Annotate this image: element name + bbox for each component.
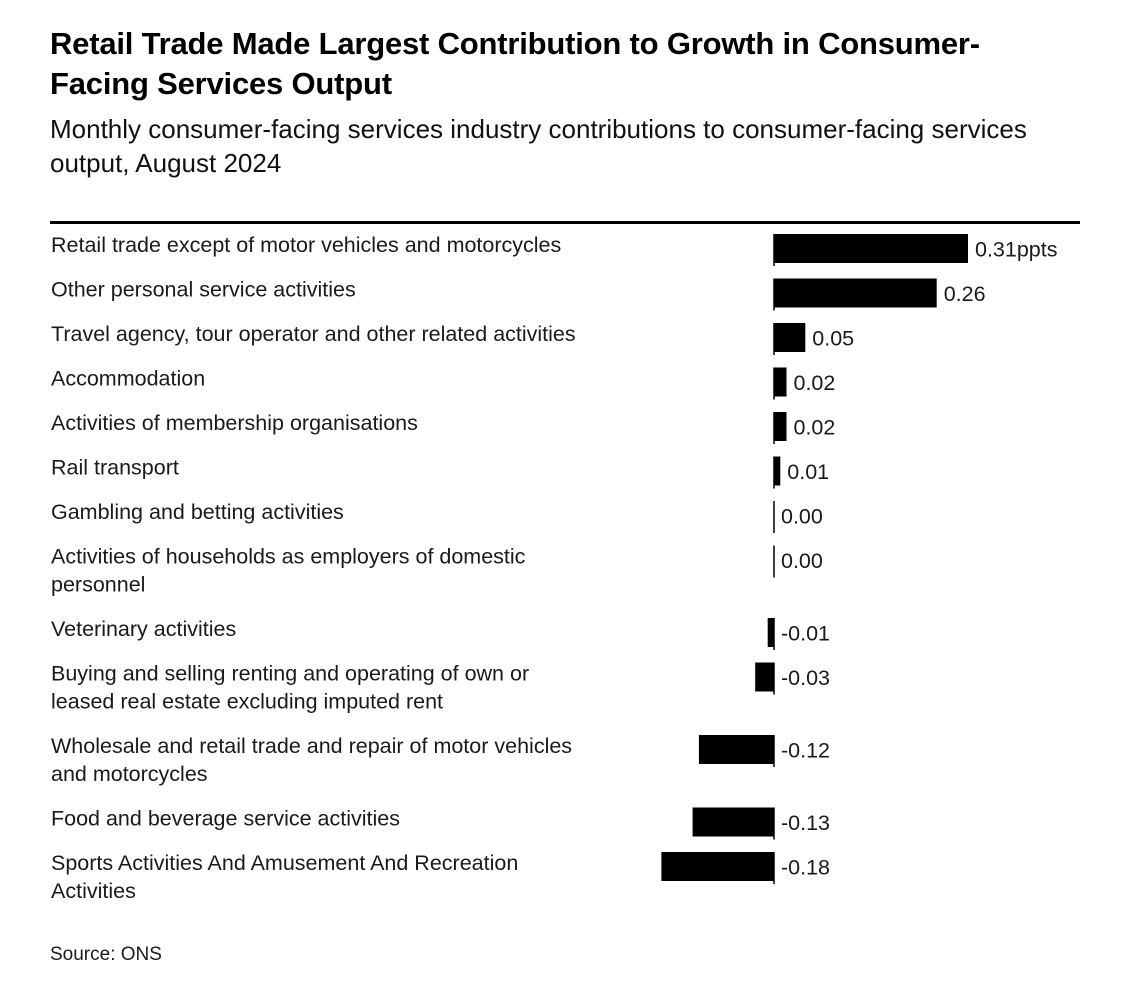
category-label: Buying and selling renting and operating… [51, 662, 529, 714]
category-label-line: personnel [51, 573, 145, 597]
category-label: Gambling and betting activities [51, 500, 344, 524]
value-label: 0.26 [944, 282, 986, 306]
bar [774, 456, 781, 486]
category-label-line: Sports Activities And Amusement And Recr… [51, 851, 518, 875]
category-label: Veterinary activities [51, 617, 236, 641]
category-label: Other personal service activities [51, 278, 356, 302]
category-label-line: Food and beverage service activities [51, 807, 400, 831]
chart-subtitle: Monthly consumer-facing services industr… [50, 114, 1027, 178]
value-label: 0.02 [794, 371, 836, 395]
category-label: Activities of membership organisations [51, 411, 418, 435]
value-label: 0.05 [812, 327, 854, 351]
bar [774, 234, 968, 263]
header-rule [50, 221, 1080, 224]
value-label: -0.18 [781, 856, 830, 880]
value-label: 0.31ppts [975, 238, 1057, 262]
bar [774, 412, 787, 441]
category-label-line: Veterinary activities [51, 617, 236, 641]
category-label: Wholesale and retail trade and repair of… [51, 734, 572, 786]
category-label-line: Activities of households as employers of… [51, 545, 526, 569]
value-label: -0.03 [781, 666, 830, 690]
bar [774, 323, 806, 352]
value-label: 0.00 [781, 549, 823, 573]
value-label: 0.00 [781, 505, 823, 529]
category-label-line: Buying and selling renting and operating… [51, 662, 529, 686]
category-label: Accommodation [51, 367, 205, 391]
bar [767, 618, 774, 647]
category-label: Travel agency, tour operator and other r… [51, 322, 576, 346]
bar [692, 807, 774, 837]
value-label: -0.13 [781, 811, 830, 835]
category-label-line: leased real estate excluding imputed ren… [51, 690, 443, 714]
source-note: Source: ONS [50, 944, 162, 965]
category-label: Food and beverage service activities [51, 807, 400, 831]
bar [774, 278, 937, 308]
category-label-line: Activities of membership organisations [51, 411, 418, 435]
value-label: -0.12 [781, 739, 830, 763]
bar [661, 852, 774, 881]
value-label: 0.02 [794, 416, 836, 440]
category-label-line: Travel agency, tour operator and other r… [51, 322, 576, 346]
bar [774, 367, 787, 397]
category-label: Sports Activities And Amusement And Recr… [51, 851, 518, 903]
value-label: -0.01 [781, 622, 830, 646]
category-label: Retail trade except of motor vehicles an… [51, 233, 561, 257]
category-label-line: Accommodation [51, 367, 205, 391]
category-label-line: Gambling and betting activities [51, 500, 344, 524]
category-label-line: and motorcycles [51, 762, 208, 786]
category-label-line: Other personal service activities [51, 278, 356, 302]
category-label: Rail transport [51, 456, 179, 480]
bar [755, 662, 774, 692]
category-label-line: Retail trade except of motor vehicles an… [51, 233, 561, 257]
value-label: 0.01 [787, 460, 829, 484]
bar [698, 735, 774, 764]
category-label-line: Activities [51, 879, 136, 903]
chart-title: Retail Trade Made Largest Contribution t… [50, 26, 980, 101]
category-label-line: Wholesale and retail trade and repair of… [51, 734, 572, 758]
category-label-line: Rail transport [51, 456, 179, 480]
category-label: Activities of households as employers of… [51, 545, 526, 597]
